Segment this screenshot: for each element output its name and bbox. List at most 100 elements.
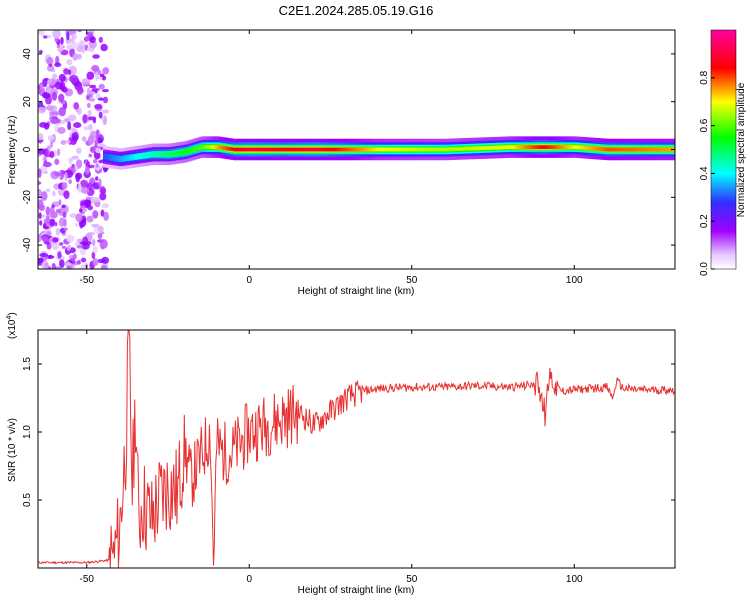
spectrogram-ridge-peak [623,148,626,151]
spectrogram-ridge-peak [456,147,460,151]
spectrogram-speckle [58,199,62,206]
spectrogram-speckle [42,156,46,162]
spectrogram-ridge-peak [155,152,158,156]
spectrogram-ridge-peak [147,153,151,157]
spectrogram-ridge-peak [643,148,647,151]
spectrogram-ridge-peak [612,148,616,151]
spectrogram-speckle [50,117,58,125]
spectrogram-ridge-peak [441,148,444,151]
spectrogram-ridge-peak [537,145,541,149]
spectrogram-ridge-peak [108,156,112,159]
spectrogram-ridge-peak [331,148,335,151]
spectrogram-speckle [54,62,62,68]
spectrogram-ridge-peak [500,145,504,149]
spectrogram-ridge-peak [285,148,288,151]
spectrogram-speckle [58,73,66,83]
spectrogram-speckle [76,53,82,60]
spectrogram-ridge-peak [313,148,317,151]
spectrogram-ridge-peak [201,145,205,149]
spectrogram-speckle [59,242,64,246]
spectrogram-ridge-peak [469,147,473,151]
spectrogram-speckle [42,91,51,99]
spectrogram-ridge-peak [123,156,127,160]
spectrogram-speckle [81,78,91,86]
spectrogram-speckle [100,209,105,217]
spectrogram-ridge-peak [628,148,632,151]
spectrogram-speckle [47,135,55,141]
spectrogram-speckle [63,218,67,227]
x-tick-label: 100 [566,275,583,286]
spectrogram-ridge-peak [233,148,236,151]
spectrogram-speckle [92,197,101,203]
spectrogram-speckle [97,232,103,240]
spectrogram-speckle [89,36,96,44]
spectrogram-speckle [50,111,59,116]
spectrogram-ridge-peak [461,147,465,151]
spectrogram-ridge-peak [625,148,629,151]
spectrogram-speckle [103,211,109,222]
spectrogram-speckle [72,253,77,260]
spectrogram-speckle [57,126,66,134]
spectrogram-speckle [100,43,108,52]
spectrogram-ridge-peak [326,148,330,151]
spectrogram-ridge-peak [482,146,486,150]
spectrogram-speckle [38,212,42,220]
spectrogram-ridge-peak [378,148,382,151]
spectrogram-ridge-peak [568,145,572,149]
spectrogram-speckle [97,143,105,148]
spectrogram-ridge-peak [529,145,533,149]
spectrogram-ridge-peak [539,145,543,149]
spectrogram-ridge-peak [386,148,390,151]
spectrogram-speckle [38,132,44,141]
spectrogram-ridge-peak [318,148,322,151]
spectrogram-ridge-peak [269,148,273,151]
spectrogram-speckle [52,237,59,243]
spectrogram-ridge-peak [633,148,637,151]
spectrogram-speckle [59,259,65,268]
colorbar-tick-label: 0.8 [699,70,710,84]
spectrogram-ridge-peak [498,146,502,149]
spectrogram-ridge-peak [368,148,372,151]
spectrogram-ridge-peak [391,148,395,151]
spectrogram-speckle [58,107,66,117]
x-tick-label: 50 [406,574,418,585]
spectrogram-speckle [68,179,72,185]
spectrogram-speckle [66,59,73,66]
colorbar-tick-label: 0.2 [699,214,710,228]
spectrogram-speckle [38,188,43,199]
spectrogram-ridge-peak [381,148,385,151]
spectrogram-ridge-peak [324,148,327,151]
spectrogram-ridge-peak [113,156,117,160]
spectrogram-ridge-peak [370,148,374,151]
spectrogram-ridge-peak [599,147,603,151]
spectrogram-ridge-peak [443,148,447,151]
spectrogram-ridge-peak [430,148,434,151]
spectrogram-ridge-peak [214,145,218,149]
spectrogram-speckle [101,203,109,209]
spectrogram-speckle [73,122,82,129]
spectrogram-ridge-peak [191,148,195,152]
spectrogram-speckle [76,107,82,116]
spectrogram-ridge-peak [110,156,114,160]
spectrogram-image [38,30,675,269]
spectrogram-speckle [73,102,80,110]
colorbar-ticks: 0.0 0.2 0.4 0.6 0.8 [699,70,715,276]
spectrogram-speckle [60,120,66,125]
x-tick-label: -50 [80,275,95,286]
y-tick-label: 20 [22,96,33,108]
spectrogram-speckle [86,95,90,101]
spectrogram-speckle [80,264,85,269]
spectrogram-speckle [89,146,96,154]
colorbar-gradient [710,29,737,270]
spectrogram-speckle [46,56,54,66]
spectrogram-ridge-peak [235,148,239,151]
spectrogram-speckle [54,81,63,90]
spectrogram-speckle [49,150,55,159]
spectrogram-speckle [58,217,65,227]
spectrogram-y-ticks: -40 -20 0 20 40 [22,48,675,252]
spectrogram-ridge-peak [415,148,418,151]
spectrogram-ridge-peak [334,148,338,151]
spectrogram-ridge-peak [485,146,489,150]
spectrogram-panel: -50 0 50 100 -40 -20 0 20 40 Height of straight… [7,29,676,297]
spectrogram-speckle [76,244,83,249]
